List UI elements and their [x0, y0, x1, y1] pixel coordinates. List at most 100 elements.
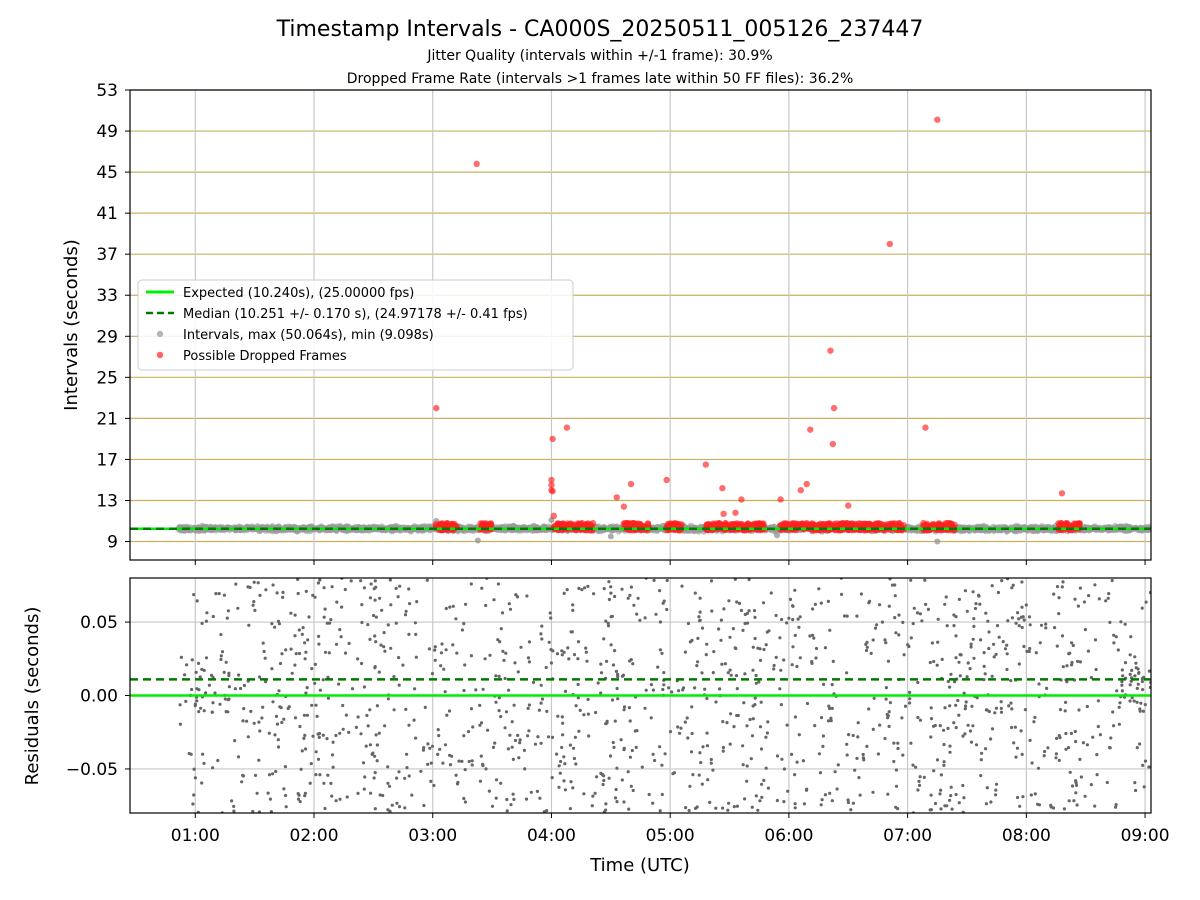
- residual-point: [395, 776, 399, 780]
- residual-point: [237, 673, 241, 677]
- residual-point: [404, 707, 408, 712]
- residual-point: [1072, 799, 1076, 803]
- residual-point: [433, 658, 437, 662]
- residual-point: [923, 578, 927, 582]
- residual-point: [425, 578, 429, 582]
- residual-point: [433, 648, 437, 652]
- residual-point: [470, 763, 474, 767]
- residual-point: [306, 638, 310, 642]
- residual-point: [1073, 729, 1077, 734]
- residual-point: [184, 699, 188, 704]
- residual-point: [192, 593, 196, 597]
- residual-point: [271, 700, 275, 704]
- residual-point: [281, 590, 285, 595]
- residual-point: [392, 675, 396, 679]
- residual-point: [753, 615, 757, 620]
- residual-point: [518, 741, 522, 745]
- residual-point: [278, 705, 282, 709]
- residual-point: [484, 767, 488, 771]
- residual-point: [451, 604, 455, 608]
- residual-point: [307, 615, 311, 619]
- residual-point: [743, 621, 747, 626]
- residual-point: [602, 810, 606, 813]
- residual-point: [227, 674, 231, 678]
- residual-point: [1111, 710, 1115, 714]
- residual-point: [999, 706, 1003, 711]
- residual-point: [966, 661, 970, 665]
- residual-point: [316, 757, 321, 761]
- residual-point: [1013, 725, 1018, 729]
- residual-point: [315, 714, 319, 719]
- residual-point: [537, 708, 542, 712]
- residual-point: [684, 806, 688, 810]
- residual-point: [321, 678, 325, 682]
- residual-point: [609, 585, 613, 589]
- residual-point: [847, 733, 851, 737]
- residual-point: [583, 586, 587, 590]
- residual-point: [907, 644, 911, 649]
- residual-point: [912, 606, 916, 610]
- residual-point: [1044, 626, 1048, 630]
- residual-point: [845, 614, 849, 618]
- residual-point: [586, 697, 590, 702]
- residual-point: [741, 628, 745, 633]
- residual-point: [935, 663, 939, 667]
- residual-point: [196, 661, 201, 666]
- residual-point: [373, 579, 377, 583]
- residual-point: [656, 665, 660, 669]
- residual-point: [356, 791, 360, 796]
- residual-point: [567, 657, 571, 661]
- dropped-frame-point: [548, 476, 555, 484]
- residual-point: [787, 616, 791, 620]
- residual-point: [602, 778, 606, 783]
- dropped-frame-point: [922, 424, 929, 431]
- residual-point: [741, 763, 745, 767]
- dropped-frame-point: [798, 521, 806, 528]
- residual-point: [179, 655, 183, 660]
- residual-point: [305, 686, 309, 690]
- residual-point: [668, 730, 673, 734]
- residual-point: [840, 592, 844, 597]
- residual-point: [1060, 634, 1065, 638]
- residual-point: [463, 768, 467, 772]
- intervals-y-tick-label: 29: [96, 327, 118, 347]
- residual-point: [211, 614, 215, 619]
- residual-point: [958, 653, 962, 657]
- residual-point: [569, 780, 573, 784]
- residual-point: [504, 651, 508, 655]
- residual-point: [1091, 735, 1095, 739]
- residual-point: [300, 749, 304, 753]
- residual-point: [651, 801, 655, 805]
- residual-point: [917, 783, 922, 788]
- residual-point: [635, 612, 639, 616]
- residual-point: [785, 621, 789, 625]
- residual-point: [611, 740, 615, 745]
- residual-point: [236, 755, 241, 759]
- residual-point: [224, 660, 228, 664]
- residual-point: [211, 766, 215, 770]
- residual-point: [858, 793, 862, 797]
- residual-point: [577, 586, 581, 591]
- residual-point: [1032, 720, 1036, 724]
- residual-point: [1117, 705, 1121, 709]
- residual-point: [576, 682, 580, 687]
- residual-point: [887, 724, 891, 729]
- residual-point: [961, 734, 965, 738]
- residual-point: [503, 676, 507, 681]
- residual-point: [316, 732, 320, 736]
- residual-point: [469, 707, 474, 711]
- residual-point: [479, 721, 484, 725]
- residual-point: [309, 762, 313, 766]
- residual-point: [739, 608, 744, 613]
- residual-point: [316, 581, 320, 585]
- residual-point: [274, 714, 279, 719]
- residual-point: [539, 701, 543, 705]
- residual-point: [930, 641, 935, 645]
- residual-point: [317, 634, 321, 639]
- dropped-frame-point: [620, 503, 628, 510]
- residual-point: [1005, 652, 1009, 656]
- residual-point: [1120, 668, 1124, 672]
- residual-point: [255, 791, 259, 795]
- residual-point: [419, 769, 423, 773]
- residual-point: [261, 705, 265, 709]
